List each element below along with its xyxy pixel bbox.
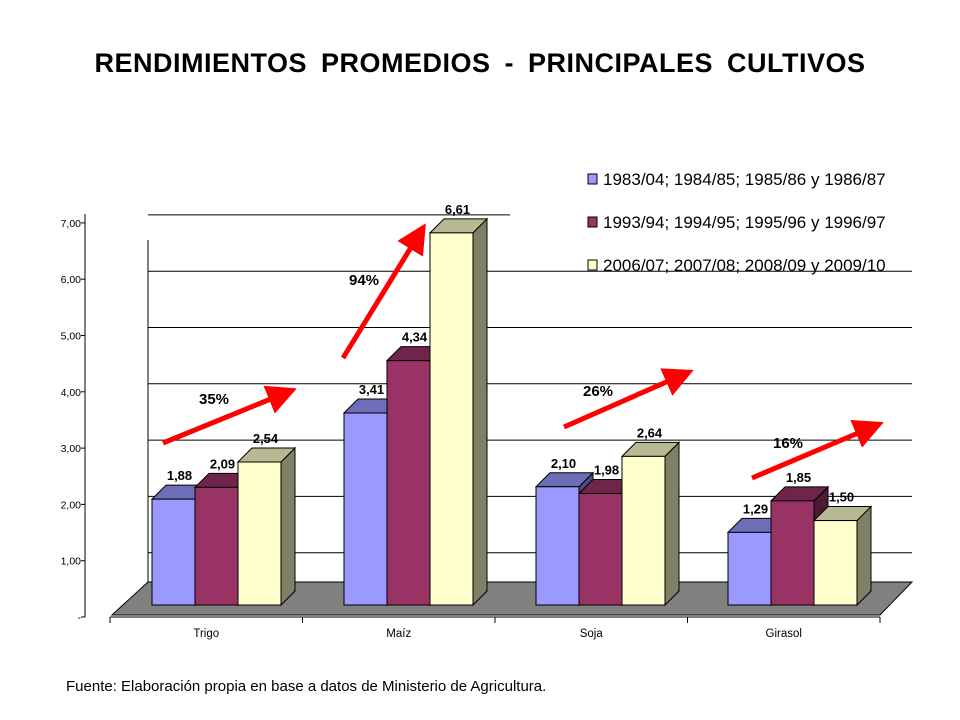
bar-value-label: 6,61 [445, 202, 470, 217]
x-category-label: Trigo [193, 628, 219, 640]
bar-side [472, 217, 488, 607]
value-labels: 1,88 2,09 2,54 3,41 4,34 6,61 2,10 1,98 2,64 1,29… [167, 202, 854, 517]
bar-side [664, 441, 680, 607]
y-tick-label: 3,00 [61, 443, 82, 455]
x-category-label: Maíz [386, 628, 411, 640]
bar-value-label: 1,85 [786, 470, 811, 485]
x-axis: Trigo Maíz Soja Girasol [109, 616, 881, 640]
legend-entry: 1983/04; 1984/85; 1985/86 y 1986/87 [587, 170, 886, 189]
bar-side [280, 446, 296, 607]
page-title: RENDIMIENTOS PROMEDIOS - PRINCIPALES CUL… [94, 48, 866, 78]
bar-value-label: 2,09 [210, 456, 235, 471]
bar-value-label: 2,10 [551, 456, 576, 471]
bar-value-label: 3,41 [359, 382, 384, 397]
legend-swatch [587, 259, 598, 271]
bar-value-label: 4,34 [402, 330, 428, 345]
bar-front [194, 486, 239, 606]
bar-front [386, 360, 431, 606]
bar-front [578, 493, 623, 606]
growth-percent-label: 35% [199, 391, 229, 408]
growth-arrow [162, 385, 297, 446]
growth-percent-label: 94% [349, 272, 379, 289]
x-category-label: Soja [580, 628, 604, 640]
bar-value-label: 1,50 [829, 490, 854, 505]
bar [428, 217, 489, 607]
bar [812, 505, 873, 607]
bar-value-label: 1,88 [167, 468, 192, 483]
legend-label: 1993/94; 1994/95; 1995/96 y 1996/97 [603, 213, 886, 232]
bar-front [727, 531, 772, 606]
bar-front [151, 498, 196, 606]
legend-label: 1983/04; 1984/85; 1985/86 y 1986/87 [603, 170, 886, 189]
bar-front [237, 461, 282, 606]
bar [620, 441, 681, 607]
y-tick-label: 1,00 [61, 556, 82, 568]
bar [236, 446, 297, 607]
y-tick-label: 2,00 [61, 499, 82, 511]
bar-value-label: 2,54 [253, 431, 279, 446]
growth-arrow [562, 368, 694, 430]
y-tick-label: 5,00 [61, 331, 82, 343]
bar-front [813, 520, 858, 606]
y-tick-label: 4,00 [61, 387, 82, 399]
legend: 1983/04; 1984/85; 1985/86 y 1986/87 1993/… [587, 170, 886, 275]
bar-front [770, 500, 815, 606]
bar-front [535, 486, 580, 606]
bar-value-label: 1,98 [594, 463, 619, 478]
legend-entry: 1993/94; 1994/95; 1995/96 y 1996/97 [587, 213, 886, 232]
y-axis: - 1,00 2,00 3,00 4,00 5,00 6,00 7,00 [61, 214, 86, 624]
bar-value-label: 2,64 [637, 425, 663, 440]
bar-front [429, 232, 474, 606]
growth-arrow [340, 223, 426, 360]
legend-entry: 2006/07; 2007/08; 2008/09 y 2009/10 [587, 256, 886, 275]
bars [150, 217, 873, 607]
legend-swatch [587, 216, 598, 228]
x-category-label: Girasol [766, 628, 802, 640]
y-tick-label: 6,00 [61, 274, 82, 286]
y-tick-label: - [78, 612, 82, 624]
bar-side [856, 505, 872, 607]
bar-value-label: 1,29 [743, 501, 768, 516]
bar-front [621, 455, 666, 606]
growth-percent-label: 26% [583, 383, 613, 400]
growth-arrow [751, 420, 884, 481]
bar-front [343, 412, 388, 606]
growth-arrows: 35% 94% 26% 16% [162, 223, 884, 481]
source-note: Fuente: Elaboración propia en base a dat… [66, 678, 547, 695]
legend-label: 2006/07; 2007/08; 2008/09 y 2009/10 [603, 256, 886, 275]
y-tick-label: 7,00 [61, 218, 82, 230]
legend-swatch [587, 173, 598, 185]
growth-percent-label: 16% [773, 435, 803, 452]
